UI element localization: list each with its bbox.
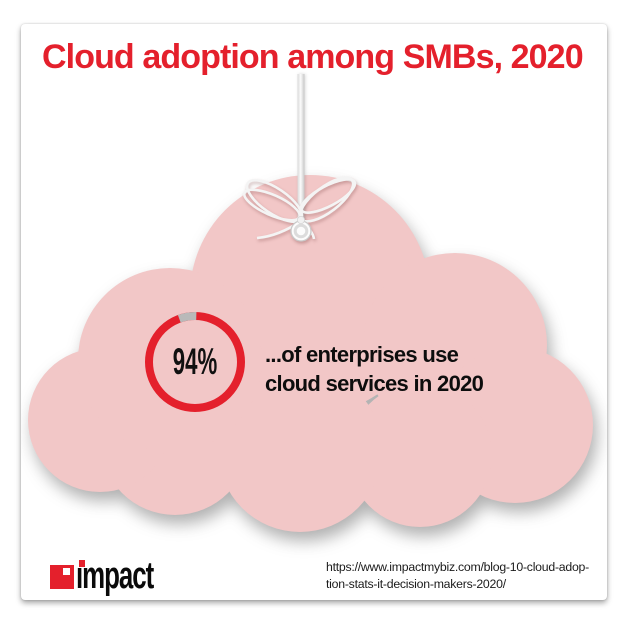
bow-icon (242, 176, 357, 242)
source-url-line2[interactable]: tion-stats-it-decision-makers-2020/ (326, 577, 506, 591)
logo-i-dot-icon (78, 560, 85, 567)
source-url[interactable]: https://www.impactmybiz.com/blog-10-clou… (326, 559, 604, 593)
donut-center-label: 94% (172, 341, 218, 382)
knot-icon (296, 215, 305, 224)
page-title: Cloud adoption among SMBs, 2020 (42, 38, 584, 76)
donut-chart (145, 312, 245, 413)
source-url-line1[interactable]: https://www.impactmybiz.com/blog-10-clou… (326, 560, 589, 574)
stat-annotation-line2: cloud services in 2020 (265, 371, 484, 396)
donut-remainder-arc (145, 312, 245, 413)
stat-annotation-line1: ...of enterprises use (265, 342, 459, 367)
infographic-card: Cloud adoption among SMBs, 2020 (21, 24, 607, 600)
impact-logo-text: ımpact (76, 555, 154, 597)
stat-annotation: ...of enterprises use cloud services in … (265, 340, 484, 398)
cloud-artwork (28, 74, 593, 532)
hanging-string-icon (297, 74, 305, 232)
logo-square-notch (63, 568, 70, 575)
logo-square-icon (50, 565, 74, 589)
cloud-shape (28, 175, 593, 532)
impact-logo: ımpact (50, 555, 190, 597)
